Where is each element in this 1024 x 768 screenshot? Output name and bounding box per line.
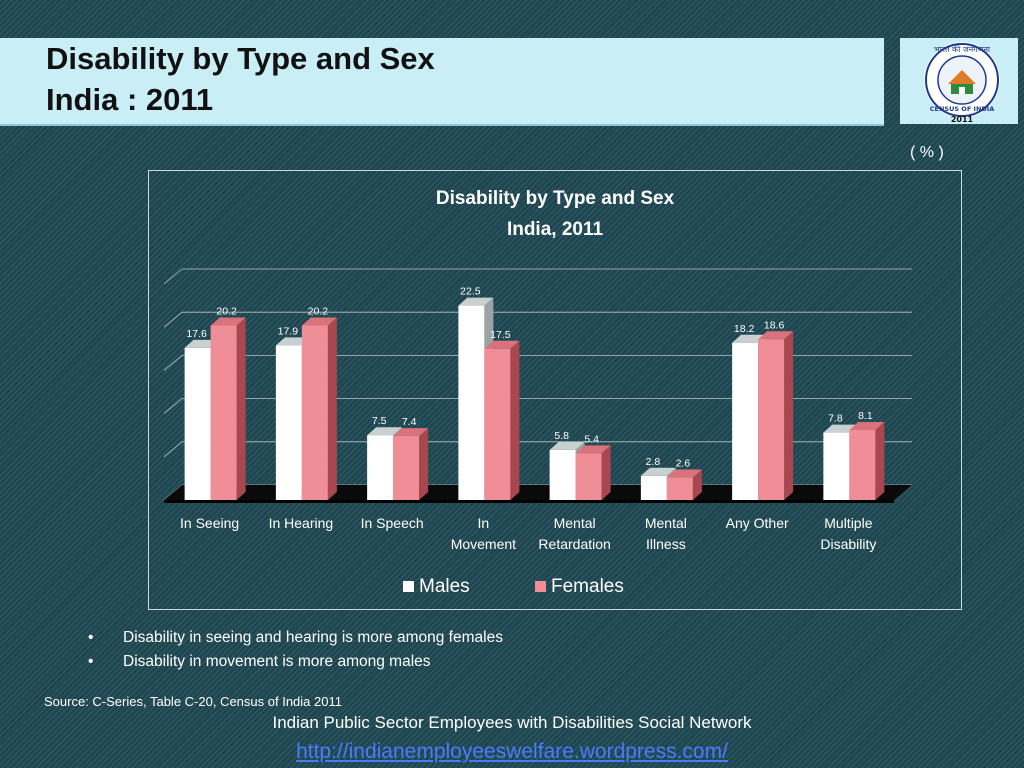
bar-female-top xyxy=(393,428,429,437)
data-label: 17.9 xyxy=(278,325,299,337)
bar-female-top xyxy=(849,422,885,431)
data-label: 7.4 xyxy=(402,416,417,428)
bar-female-side xyxy=(784,331,794,500)
bar-male-top xyxy=(367,427,403,436)
bar-female-side xyxy=(236,317,246,500)
data-label: 20.2 xyxy=(216,305,237,317)
bar-male xyxy=(549,449,576,500)
bar-female-top xyxy=(210,317,246,326)
data-label: 7.8 xyxy=(828,413,843,425)
chart-floor-edge xyxy=(164,500,894,503)
bar-male xyxy=(823,432,850,500)
slide-title: Disability by Type and Sex xyxy=(46,41,435,76)
x-tick-label: Mental xyxy=(554,515,596,531)
bar-male xyxy=(275,345,302,500)
bar-female-top xyxy=(666,469,702,478)
bar-female xyxy=(210,325,237,500)
footer-org: Indian Public Sector Employees with Disa… xyxy=(0,713,1024,733)
gridline-depth xyxy=(163,355,183,371)
data-label: 2.8 xyxy=(646,456,661,468)
legend-swatch xyxy=(403,581,414,592)
title-banner: Disability by Type and Sex India : 2011 xyxy=(0,38,884,126)
bar-female-side xyxy=(875,422,885,500)
footer-url[interactable]: http://indianemployeeswelfare.wordpress.… xyxy=(296,740,728,763)
slide-subtitle: India : 2011 xyxy=(46,82,214,117)
bar-male xyxy=(640,475,667,500)
bar-female xyxy=(484,348,511,500)
bar-male xyxy=(184,347,211,500)
bar-male-top xyxy=(640,467,676,476)
x-tick-label: Illness xyxy=(646,536,686,552)
notes-list: Disability in seeing and hearing is more… xyxy=(88,628,503,676)
bar-female-top xyxy=(301,317,337,326)
bar-male-top xyxy=(458,297,494,306)
x-tick-label: Multiple xyxy=(824,515,872,531)
data-label: 18.2 xyxy=(734,323,755,335)
x-tick-label: Disability xyxy=(820,536,876,552)
logo-hindi-text: भारत की जनगणना xyxy=(934,44,991,54)
census-logo: CENSUS OF INDIA 2011 भारत की जनगणना xyxy=(900,38,1018,124)
bar-male xyxy=(732,342,759,500)
data-label: 7.5 xyxy=(372,415,387,427)
gridline-depth xyxy=(163,311,183,328)
chart-subtitle: India, 2011 xyxy=(507,219,604,240)
x-tick-label: In Seeing xyxy=(180,515,239,531)
data-label: 8.1 xyxy=(858,410,873,422)
census-of-india-2011-logo-icon: CENSUS OF INDIA 2011 भारत की जनगणना xyxy=(924,42,1000,124)
note-item: Disability in seeing and hearing is more… xyxy=(88,628,503,652)
data-label: 17.6 xyxy=(186,328,207,340)
data-label: 5.8 xyxy=(554,430,569,442)
gridline-depth xyxy=(163,441,183,458)
x-tick-label: Any Other xyxy=(726,515,789,531)
data-label: 2.6 xyxy=(676,458,691,470)
bar-female-side xyxy=(419,428,429,500)
bar-female-top xyxy=(758,331,794,340)
bar-female xyxy=(575,453,602,500)
unit-note: ( % ) xyxy=(910,144,944,161)
source-note: Source: C-Series, Table C-20, Census of … xyxy=(44,694,342,709)
bar-female xyxy=(758,339,785,500)
data-label: 17.5 xyxy=(490,329,511,341)
x-tick-label: Mental xyxy=(645,515,687,531)
bar-female xyxy=(849,430,876,500)
chart-title: Disability by Type and Sex xyxy=(436,188,675,209)
note-item: Disability in movement is more among mal… xyxy=(88,652,503,676)
data-label: 18.6 xyxy=(764,319,785,331)
bar-female-top xyxy=(484,340,520,349)
x-tick-label: In xyxy=(478,515,490,531)
x-tick-label: In Speech xyxy=(361,515,424,531)
bar-female-side xyxy=(510,340,520,500)
footer-link[interactable]: http://indianemployeeswelfare.wordpress.… xyxy=(0,740,1024,764)
data-label: 22.5 xyxy=(460,286,481,298)
bar-male-top xyxy=(549,441,585,450)
bar-male xyxy=(458,305,485,500)
bar-female-top xyxy=(575,445,611,454)
data-label: 20.2 xyxy=(308,305,329,317)
bar-female xyxy=(666,477,693,500)
x-tick-label: Retardation xyxy=(538,536,610,552)
data-label: 5.4 xyxy=(584,433,599,445)
bar-female-side xyxy=(692,469,702,500)
bar-female xyxy=(393,436,420,500)
bar-female xyxy=(301,325,328,500)
legend-swatch xyxy=(535,581,546,592)
bar-female-side xyxy=(601,445,611,500)
bar-female-side xyxy=(327,317,337,500)
logo-year: 2011 xyxy=(951,115,974,124)
x-tick-label: Movement xyxy=(451,536,516,552)
footer-org-text: Indian Public Sector Employees with Disa… xyxy=(272,713,752,732)
logo-caption: CENSUS OF INDIA xyxy=(930,105,995,113)
legend-label: Males xyxy=(419,576,470,597)
bar-male xyxy=(367,435,394,500)
x-tick-label: In Hearing xyxy=(269,515,334,531)
gridline-depth xyxy=(163,398,183,414)
legend-label: Females xyxy=(551,576,624,597)
gridline-depth xyxy=(163,268,183,285)
chart-floor xyxy=(164,485,912,500)
